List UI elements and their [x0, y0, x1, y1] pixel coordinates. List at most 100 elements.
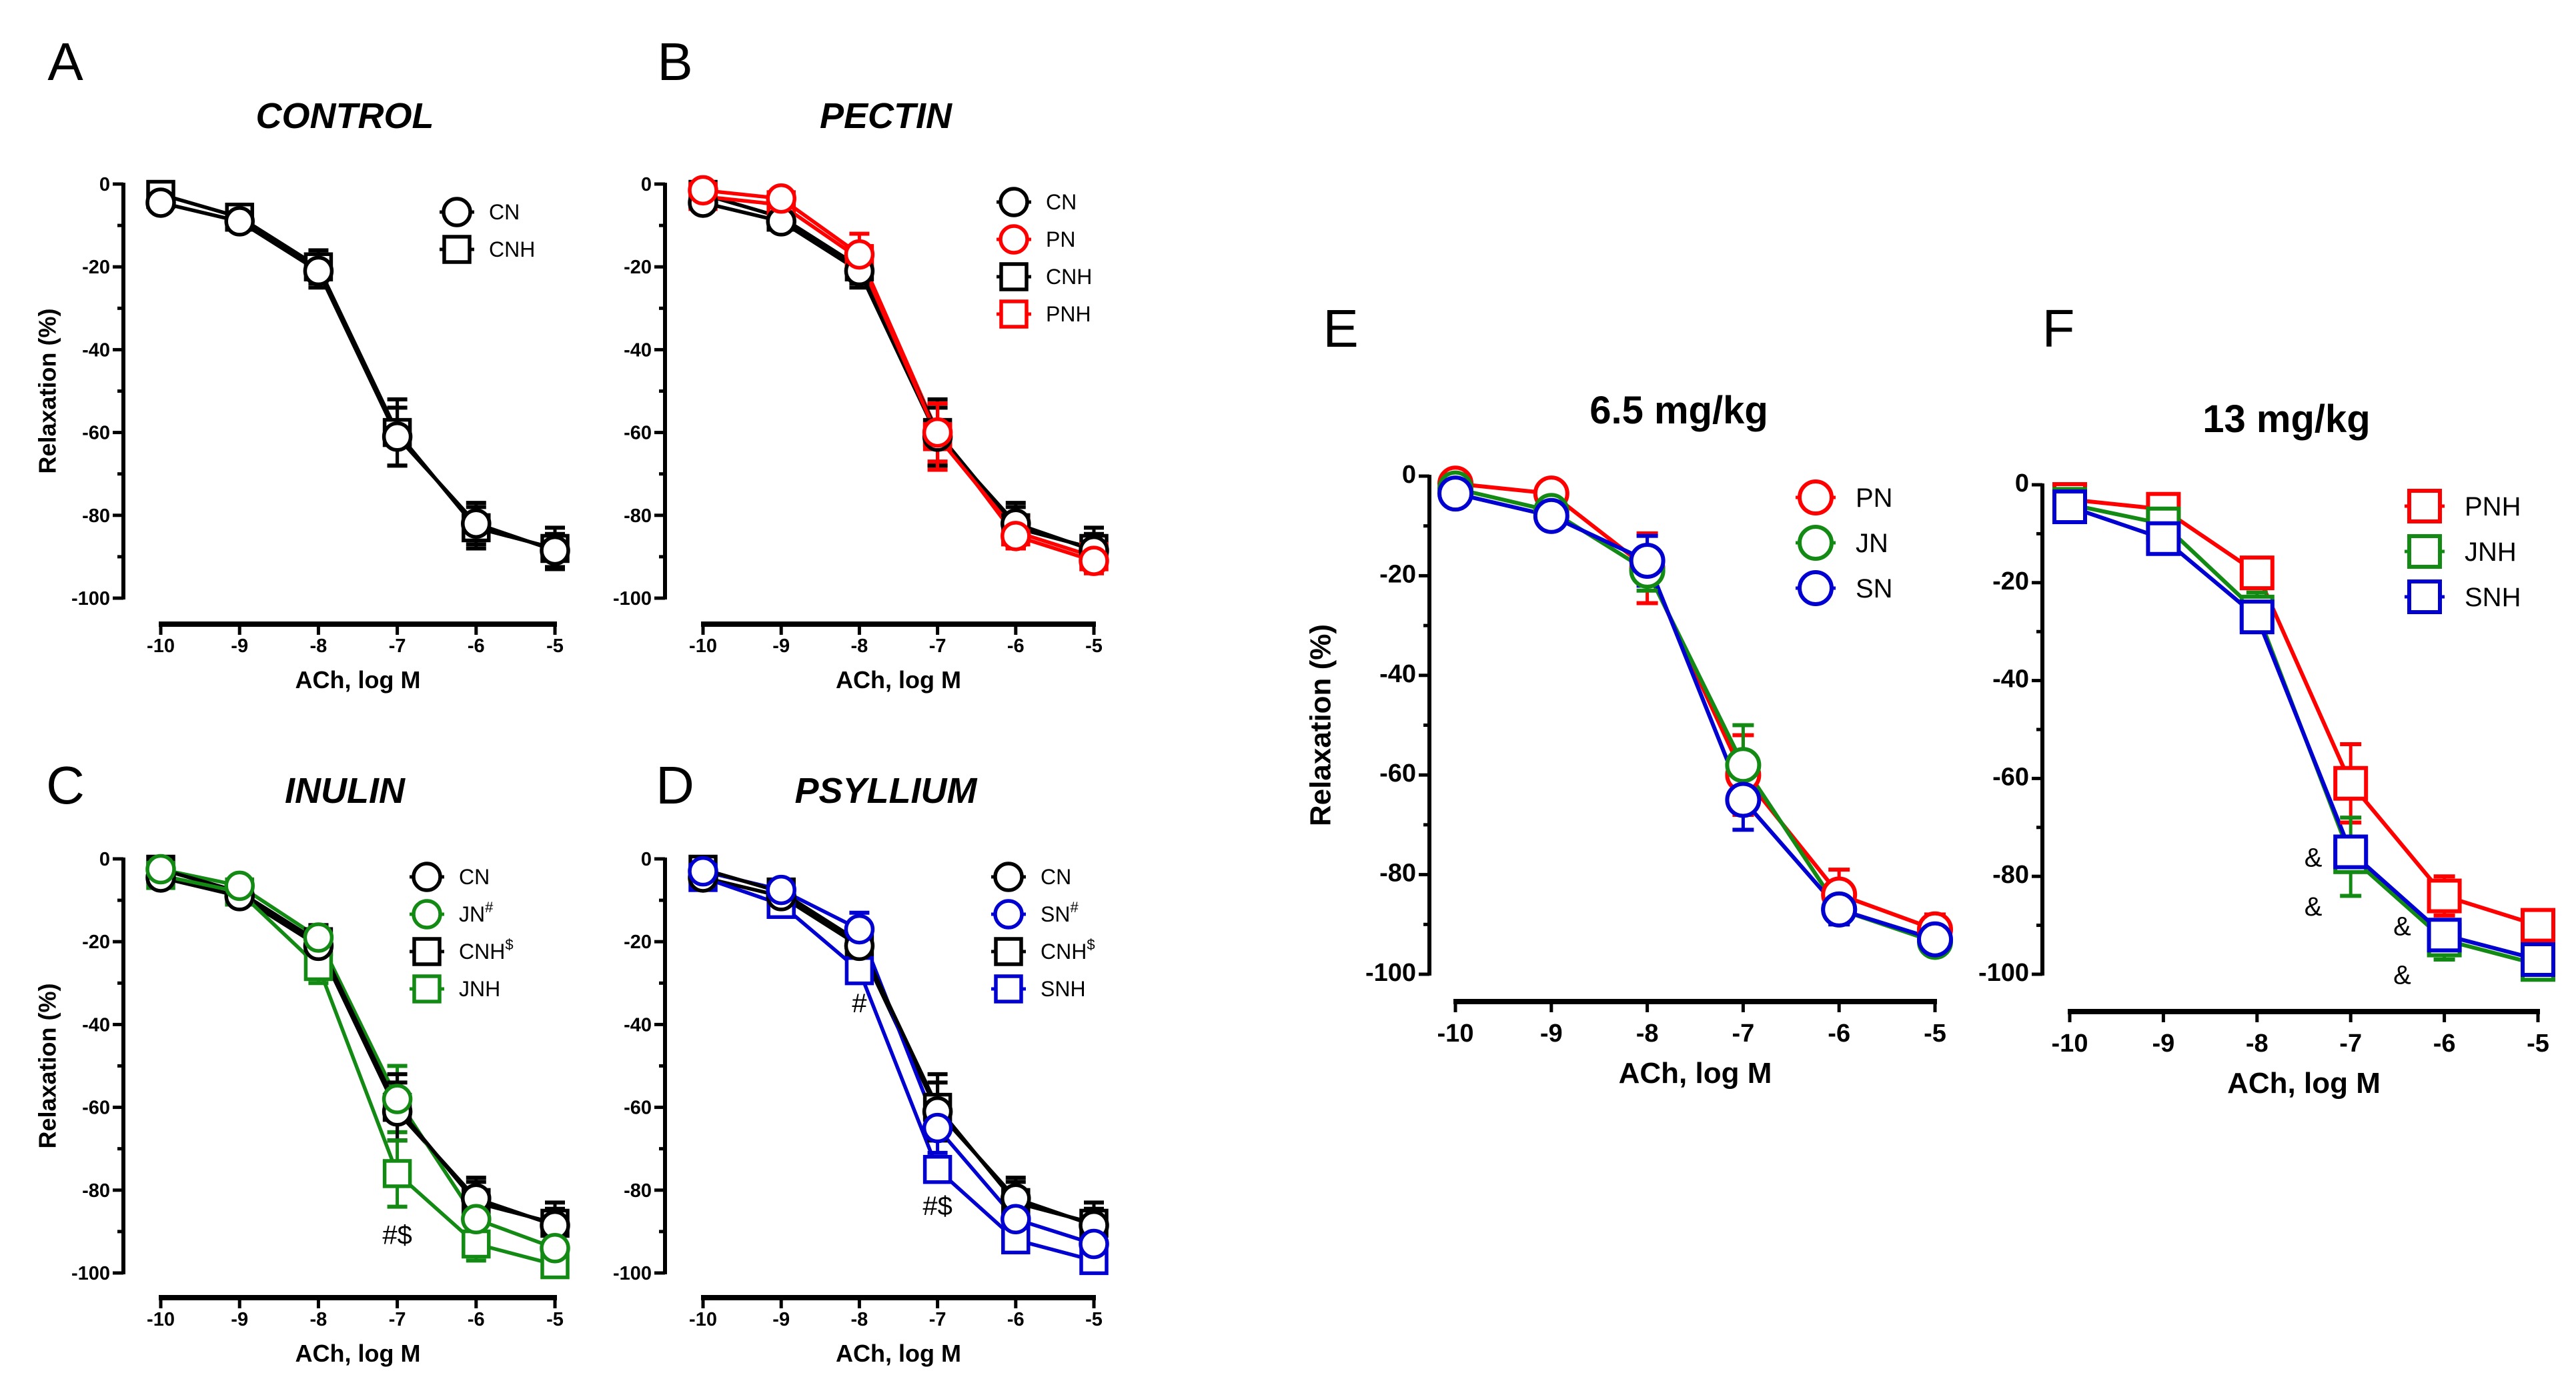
data-point-JNH: [462, 1229, 491, 1259]
data-point-PNH: [2333, 766, 2369, 801]
y-tick-label: -20: [82, 932, 110, 953]
data-point-PN: [1001, 521, 1031, 551]
legend-marker-CNH: [442, 235, 472, 264]
y-tick-label: -60: [1992, 763, 2029, 791]
y-tick-label: -40: [1992, 665, 2029, 693]
y-tick-label: -20: [1992, 567, 2029, 595]
data-point-SN: [1821, 891, 1858, 928]
panel-E: E 6.5 mg/kg 0 -20 -40 -60 -80 -100 -10 -9 -8 -7 -6 -5…: [1305, 299, 1953, 1090]
x-axis-label: ACh, log M: [295, 666, 421, 693]
series-line-SN: [1455, 491, 1936, 942]
y-tick-label: -80: [1992, 861, 2029, 889]
data-point-SN: [1917, 921, 1953, 958]
legend-entry-CNH: CNH: [440, 235, 535, 264]
significance-annotation: &: [2305, 844, 2323, 873]
y-tick-label: -60: [624, 423, 652, 444]
legend-label-text: SNH: [1041, 977, 1086, 1001]
y-tick-label: -40: [82, 339, 110, 361]
legend-label: CN: [489, 200, 520, 224]
panel-title: 6.5 mg/kg: [1589, 389, 1768, 432]
panel-letter: F: [2042, 299, 2075, 358]
legend-marker-PN: [1798, 479, 1834, 515]
y-tick-label: -20: [1379, 560, 1416, 588]
legend-label: PNH: [2465, 492, 2521, 521]
series-line-CNH: [702, 192, 1095, 551]
data-point-SN: [1437, 475, 1473, 512]
legend-entry-CNH: CNH$: [991, 936, 1095, 966]
data-point-SNH: [922, 1155, 952, 1184]
series-line-SN: [702, 869, 1095, 1246]
data-point-CN: [540, 535, 570, 566]
y-tick-label: -60: [82, 1098, 110, 1119]
series-line-CN: [702, 876, 1095, 1228]
legend-entry-SN: SN: [1796, 570, 1893, 606]
data-point-SN: [1725, 782, 1762, 818]
legend-marker-JN: [1798, 525, 1834, 561]
data-point-CN: [145, 187, 176, 218]
y-tick-label: -80: [82, 1180, 110, 1202]
x-tick-label: -7: [389, 635, 406, 657]
legend-marker-JN: [412, 899, 442, 930]
legend-entry-PNH: PNH: [2405, 489, 2521, 523]
data-point-SNH: [2239, 599, 2275, 635]
y-tick-label: -40: [1379, 660, 1416, 688]
y-tick-label: -80: [624, 1180, 652, 1202]
y-tick-label: -40: [624, 339, 652, 361]
x-tick-label: -8: [310, 1309, 328, 1330]
y-tick-label: -60: [1379, 760, 1416, 788]
data-point-PNH: [2427, 878, 2462, 914]
x-tick-label: -8: [1636, 1020, 1659, 1048]
data-point-PN: [1079, 545, 1109, 576]
x-tick-label: -6: [468, 635, 485, 657]
panel-letter: C: [46, 756, 85, 815]
legend-label-text: JNH: [459, 977, 500, 1001]
panel-title: INULIN: [285, 771, 406, 811]
data-point-CN: [303, 255, 334, 287]
data-point-PN: [844, 239, 875, 270]
data-point-SN: [844, 914, 875, 945]
x-tick-label: -9: [772, 635, 790, 657]
legend-entry-CN: CN: [440, 197, 520, 227]
data-point-JN: [145, 854, 176, 885]
x-tick-label: -7: [929, 1309, 946, 1330]
significance-annotation: &: [2393, 912, 2411, 941]
legend-label: SN#: [1041, 899, 1079, 926]
x-tick-label: -5: [546, 1309, 564, 1330]
significance-annotation: #$: [922, 1192, 952, 1221]
y-tick-label: 0: [641, 174, 652, 195]
legend-label: CN: [1046, 190, 1077, 214]
legend-entry-JN: JN#: [410, 899, 494, 930]
legend-label: CNH$: [459, 936, 514, 964]
y-axis-label: Relaxation (%): [34, 308, 61, 473]
legend-label-text: JNH: [2465, 537, 2517, 567]
x-tick-label: -6: [2433, 1030, 2456, 1058]
x-tick-label: -5: [1924, 1020, 1946, 1048]
data-point-JN: [540, 1232, 570, 1264]
legend-label-text: CNH: [489, 237, 535, 261]
legend-label: SNH: [2465, 583, 2521, 612]
panel-D: D PSYLLIUM 0 -20 -40 -60 -80 -100 -10 -9 -8 -7 -6 -5 A…: [613, 756, 1109, 1367]
x-tick-label: -5: [2527, 1030, 2549, 1058]
legend-marker-SNH: [2407, 579, 2442, 614]
x-tick-label: -6: [1007, 1309, 1025, 1330]
y-tick-label: -100: [1365, 959, 1416, 987]
series-line-CNH: [702, 867, 1095, 1226]
y-tick-label: 0: [1402, 461, 1416, 489]
legend-entry-CN: CN: [410, 862, 490, 892]
y-tick-label: -80: [624, 505, 652, 527]
panel-letter: A: [47, 32, 83, 91]
legend-label-text: CN: [1046, 190, 1077, 214]
x-tick-label: -8: [2246, 1030, 2269, 1058]
data-point-SNH: [2146, 521, 2181, 556]
x-tick-label: -8: [851, 635, 868, 657]
y-tick-label: 0: [2015, 469, 2029, 497]
legend-label-text: PNH: [2465, 492, 2521, 521]
data-point-JN: [224, 870, 255, 902]
x-tick-label: -10: [689, 635, 717, 657]
y-tick-label: -80: [82, 505, 110, 527]
legend-label-text: SNH: [2465, 583, 2521, 612]
y-tick-label: -100: [613, 588, 652, 609]
data-point-PN: [688, 175, 718, 206]
y-tick-label: -100: [1978, 959, 2029, 987]
